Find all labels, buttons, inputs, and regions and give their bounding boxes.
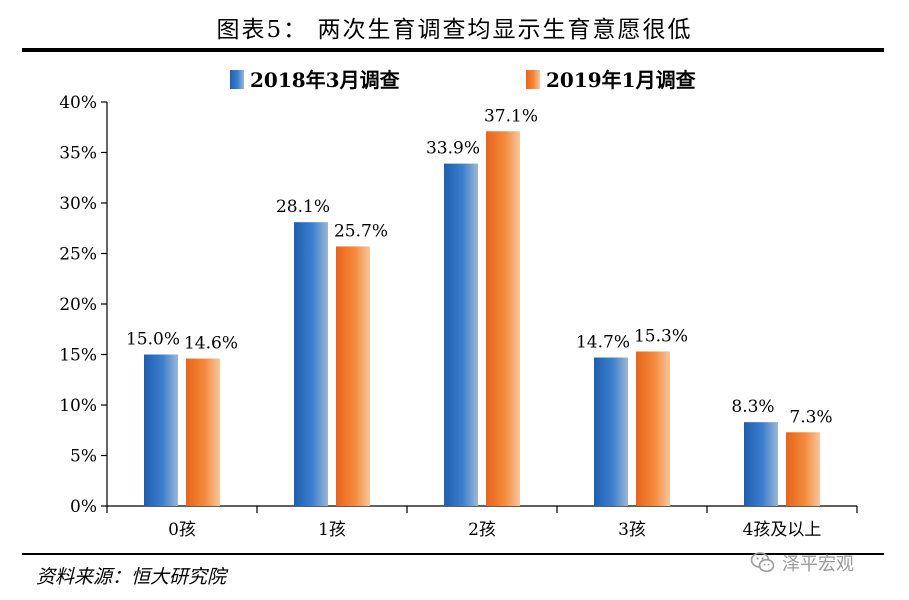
y-tick-label: 5% [70, 447, 97, 467]
y-tick-label: 20% [59, 295, 97, 315]
y-tick-label: 40% [59, 93, 97, 113]
bars-group [144, 131, 820, 507]
x-tick-label: 0孩 [168, 520, 196, 540]
source-note: 资料来源：恒大研究院 [36, 566, 227, 588]
data-labels-group: 15.0% 28.1% 33.9% 14.7% 8.3% 14.6% 25.7% 37.1% 1… [126, 106, 833, 427]
bar [186, 358, 220, 506]
page-title: 图表5： 两次生育调查均显示生育意愿很低 [216, 17, 693, 43]
bar-data-label: 33.9% [426, 139, 480, 159]
bar [144, 354, 178, 506]
y-tick-label: 10% [59, 396, 97, 416]
y-tick-label: 0% [70, 497, 97, 517]
bar [744, 422, 778, 506]
bar-data-label: 37.1% [484, 106, 538, 126]
y-tick-label: 15% [59, 346, 97, 366]
legend-label: 2019年1月调查 [546, 68, 696, 92]
legend-swatch [526, 70, 540, 89]
y-tick-label: 30% [59, 194, 97, 214]
watermark: 泽平宏观 [750, 550, 854, 576]
title-divider [22, 48, 884, 52]
bar-data-label: 7.3% [789, 407, 832, 427]
legend-label: 2018年3月调查 [250, 68, 400, 92]
bar-data-label: 14.6% [184, 334, 238, 354]
x-axis: 0孩 1孩 2孩 3孩 4孩及以上 [106, 505, 858, 540]
y-tick-label: 25% [59, 245, 97, 265]
watermark-text: 泽平宏观 [782, 554, 854, 575]
legend-swatch [230, 70, 244, 89]
bar-data-label: 15.3% [634, 326, 688, 346]
x-tick-label: 4孩及以上 [743, 520, 822, 540]
y-axis: 0% 5% 10% 15% 20% 25% 30% 35% 40% [59, 93, 108, 517]
bar-data-label: 25.7% [334, 221, 388, 241]
x-tick-label: 3孩 [618, 520, 646, 540]
bar-data-label: 14.7% [576, 333, 630, 353]
bar-data-label: 15.0% [126, 330, 180, 350]
legend: 2018年3月调查 2019年1月调查 [230, 68, 696, 92]
bar [486, 131, 520, 507]
y-tick-label: 35% [59, 144, 97, 164]
x-tick-label: 2孩 [468, 520, 496, 540]
bar [294, 222, 328, 506]
bar [786, 432, 820, 506]
bar [444, 163, 478, 507]
bar [636, 351, 670, 506]
bar [336, 246, 370, 506]
x-tick-label: 1孩 [318, 520, 346, 540]
bar-data-label: 8.3% [731, 397, 774, 417]
bar [594, 357, 628, 506]
bottom-divider [22, 553, 884, 555]
bar-data-label: 28.1% [276, 197, 330, 217]
wechat-icon [750, 552, 775, 573]
